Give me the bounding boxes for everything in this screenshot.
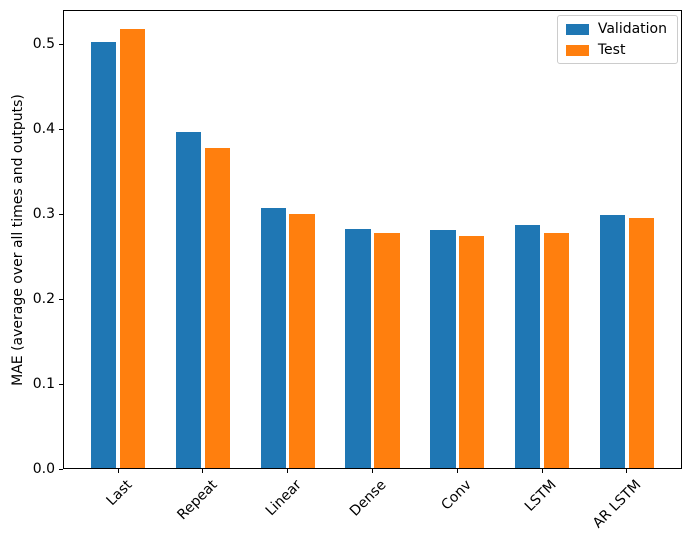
legend-label-test: Test xyxy=(597,42,626,58)
bar-validation-dense xyxy=(345,229,371,468)
y-tick-label: 0.3 xyxy=(32,206,55,222)
x-tick-mark xyxy=(287,469,289,473)
y-tick-label: 0.1 xyxy=(32,376,55,392)
x-tick-label-ar-lstm: AR LSTM xyxy=(589,477,645,532)
x-tick-mark xyxy=(456,469,458,473)
bar-test-dense xyxy=(374,233,400,468)
bar-validation-last xyxy=(90,42,117,468)
bar-test-lstm xyxy=(543,232,570,468)
x-tick-label-repeat: Repeat xyxy=(174,477,221,524)
validation-color-swatch xyxy=(565,23,589,35)
plot-area: Validation Test xyxy=(63,10,682,469)
legend-item-validation: Validation xyxy=(565,21,667,37)
x-tick-mark xyxy=(626,469,628,473)
y-tick-label: 0.0 xyxy=(32,461,55,477)
x-tick-label-dense: Dense xyxy=(347,477,390,520)
y-tick-label: 0.2 xyxy=(32,291,55,307)
bar-validation-repeat xyxy=(175,132,202,468)
bar-test-linear xyxy=(289,213,315,468)
x-tick-mark xyxy=(202,469,204,473)
legend-item-test: Test xyxy=(565,42,667,58)
x-tick-label-last: Last xyxy=(103,477,136,509)
bar-validation-conv xyxy=(430,230,456,468)
legend-label-validation: Validation xyxy=(597,21,667,37)
y-tick-mark xyxy=(59,298,63,300)
bar-test-conv xyxy=(458,235,485,468)
test-color-swatch xyxy=(565,44,589,56)
y-tick-mark xyxy=(59,128,63,130)
x-tick-mark xyxy=(372,469,373,473)
y-tick-label: 0.5 xyxy=(32,36,55,52)
bar-test-ar-lstm xyxy=(628,218,655,468)
bar-validation-lstm xyxy=(514,224,541,468)
y-tick-mark xyxy=(59,213,63,215)
x-tick-mark xyxy=(541,469,543,473)
y-tick-mark xyxy=(59,468,63,470)
bar-test-last xyxy=(119,29,146,468)
x-tick-label-linear: Linear xyxy=(262,477,306,520)
x-tick-mark xyxy=(117,469,119,473)
x-tick-label-lstm: LSTM xyxy=(521,477,560,515)
y-tick-mark xyxy=(59,383,63,385)
y-tick-label: 0.4 xyxy=(32,121,55,137)
bar-validation-linear xyxy=(260,207,286,468)
bar-validation-ar-lstm xyxy=(599,214,626,468)
y-axis-label: MAE (average over all times and outputs) xyxy=(10,94,26,386)
legend: Validation Test xyxy=(556,15,678,64)
y-tick-mark xyxy=(59,43,63,45)
bar-test-repeat xyxy=(204,147,231,468)
x-tick-label-conv: Conv xyxy=(438,477,475,514)
